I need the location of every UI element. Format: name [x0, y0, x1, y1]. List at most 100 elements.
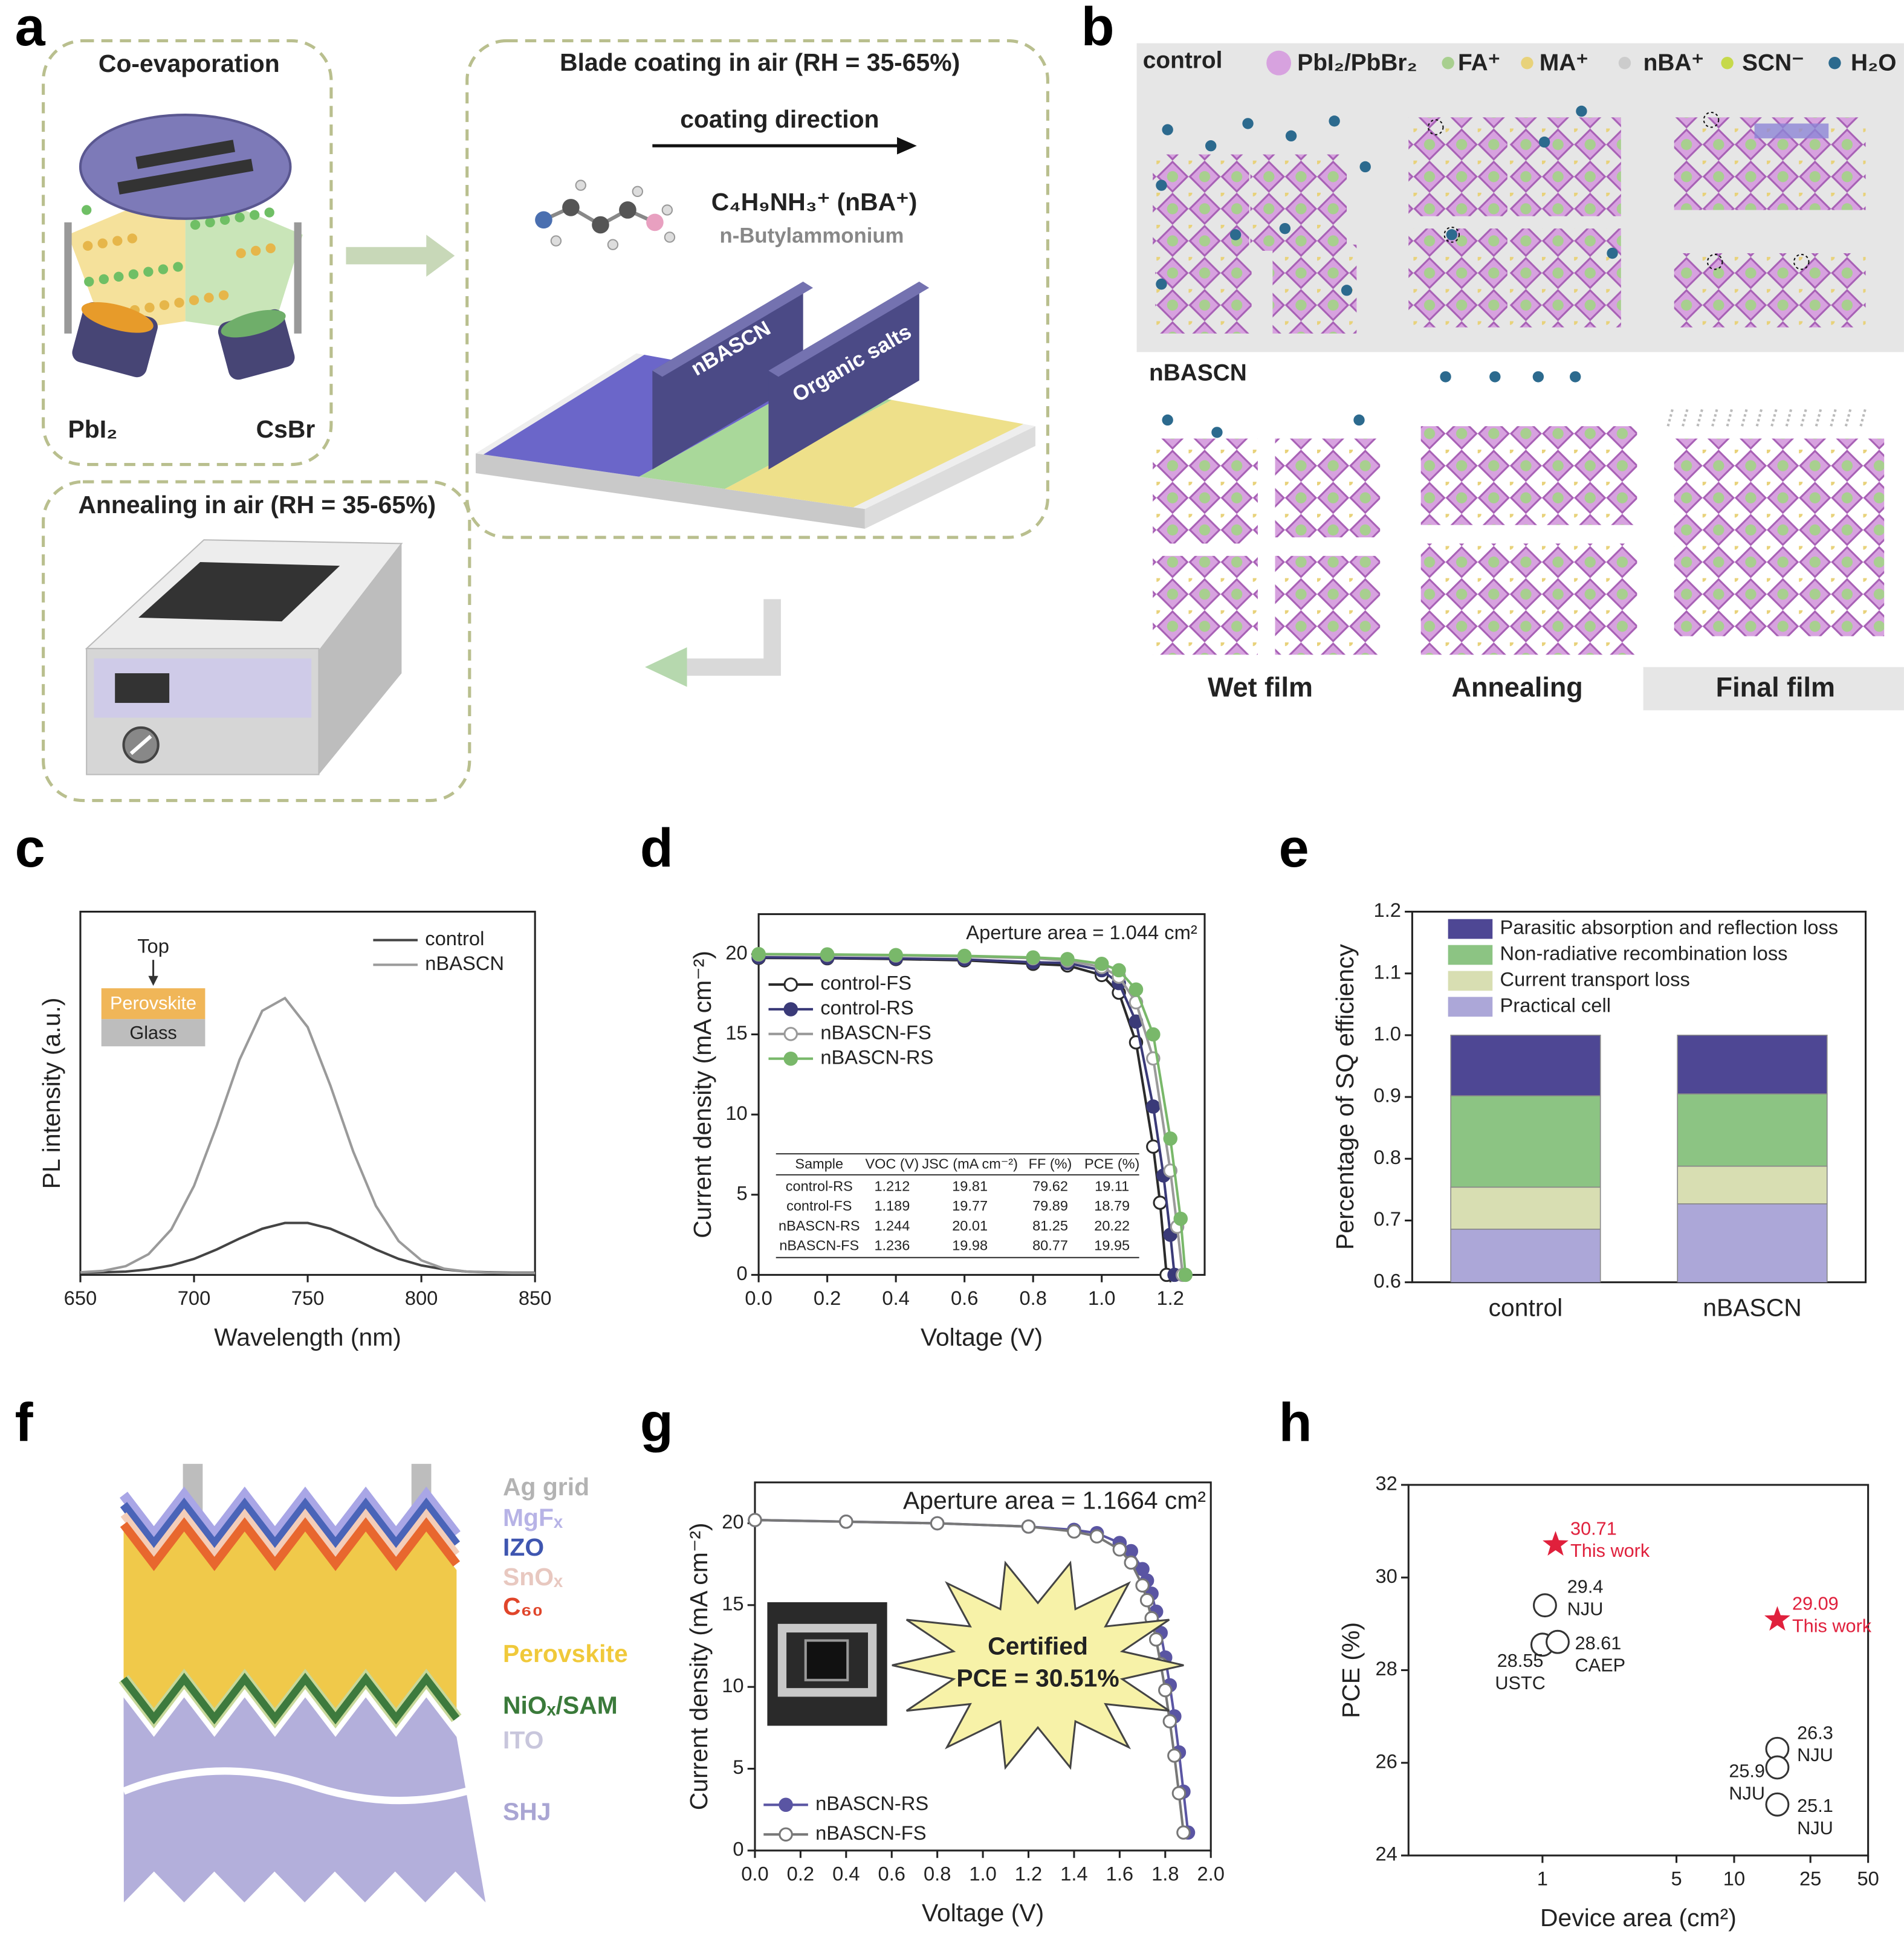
x-tick-label: 1.4 [1060, 1862, 1087, 1884]
legend-label: nBASCN-FS [820, 1021, 931, 1043]
table-cell: 19.77 [952, 1198, 988, 1214]
perovskite-grain [1408, 117, 1507, 216]
callout-text: PCE = 30.51% [956, 1664, 1119, 1692]
y-tick-label: 5 [737, 1182, 748, 1204]
holder [294, 222, 302, 334]
blade [652, 282, 803, 470]
annotation: Aperture area = 1.044 cm² [966, 921, 1197, 943]
y-tick-label: 1.1 [1374, 960, 1401, 983]
data-point [1112, 1542, 1127, 1557]
atom [664, 231, 676, 243]
legend-label: Current transport loss [1500, 968, 1690, 991]
nba-chain [1741, 407, 1749, 427]
data-label: 29.09 [1792, 1594, 1839, 1614]
water-molecule [1279, 222, 1291, 234]
x-tick-label: 800 [405, 1287, 438, 1309]
nba-chain [1800, 407, 1808, 427]
water-molecule [1162, 124, 1173, 135]
y-tick-label: 0 [733, 1838, 743, 1860]
x-tick-label: 0.8 [924, 1862, 951, 1884]
data-point [930, 1516, 945, 1531]
holder [64, 222, 72, 334]
legend-marker [783, 1027, 798, 1041]
perovskite-grain [1420, 543, 1637, 655]
inset-label: Top [137, 934, 169, 957]
nba-chain [1726, 407, 1734, 427]
substrate-side [864, 426, 1035, 529]
molecule-formula: C₄H₉NH₃⁺ (nBA⁺) [711, 188, 918, 216]
vapor-dot [235, 212, 245, 222]
water-molecule [1242, 118, 1254, 129]
data-point [1148, 1632, 1164, 1647]
data-point [1146, 1099, 1161, 1114]
vapor-dot [204, 293, 214, 303]
atom [646, 213, 664, 231]
vacancy [1427, 119, 1444, 135]
hotplate-side [319, 543, 402, 775]
annotation: Aperture area = 1.1664 cm² [903, 1486, 1206, 1514]
perovskite-grain [1275, 438, 1381, 538]
point-name: NJU [1567, 1599, 1604, 1619]
data-point [1162, 1714, 1177, 1728]
water-molecule [1532, 371, 1544, 383]
point-name: NJU [1797, 1745, 1833, 1765]
layer-label: Perovskite [503, 1640, 628, 1667]
legend-label: nBASCN-RS [815, 1792, 928, 1814]
surface-defect [1754, 123, 1829, 138]
table-cell: 1.189 [874, 1198, 910, 1214]
legend-marker [783, 977, 798, 992]
vapor-dot [144, 302, 155, 313]
vapor-dot [249, 210, 260, 220]
stage-label: Wet film [1208, 671, 1313, 702]
legend-swatch [1448, 919, 1493, 939]
data-point [1178, 1267, 1193, 1282]
x-axis-label: Voltage (V) [921, 1323, 1043, 1351]
panel-letter: f [15, 1393, 34, 1454]
water-molecule [1229, 229, 1242, 241]
panel-letter: e [1279, 818, 1309, 879]
data-point [889, 948, 903, 962]
data-point [1546, 1629, 1570, 1654]
legend-icon [1442, 57, 1454, 70]
crucible-top [221, 309, 286, 338]
data-point [1124, 1555, 1138, 1570]
y-tick-label: 26 [1376, 1750, 1397, 1772]
x-tick-label: 2.0 [1197, 1862, 1224, 1884]
data-label: 26.3 [1797, 1722, 1833, 1743]
legend-label: FA⁺ [1458, 50, 1500, 76]
point-name: NJU [1729, 1783, 1765, 1804]
y-tick-label: 10 [722, 1674, 743, 1696]
data-point [1173, 1211, 1188, 1226]
y-tick-label: 0 [737, 1262, 748, 1284]
bar-segment [1677, 1035, 1828, 1095]
blade [768, 282, 919, 470]
x-tick-label: 700 [178, 1287, 211, 1309]
data-point [1089, 1529, 1104, 1544]
table-header: PCE (%) [1084, 1156, 1139, 1172]
inset-layer [101, 988, 206, 1020]
heating-plate [138, 562, 340, 622]
vacancy [1793, 254, 1810, 270]
data-point [1139, 1593, 1154, 1608]
data-point [1124, 1544, 1138, 1559]
data-label: 28.61 [1575, 1633, 1622, 1654]
x-tick-label: 1.0 [1088, 1287, 1115, 1309]
perovskite-grain [1250, 154, 1347, 251]
water-molecule [1162, 414, 1173, 426]
section-title: Co-evaporation [99, 50, 280, 77]
layer-line [120, 1508, 460, 1560]
water-molecule [1446, 229, 1457, 241]
table-cell: 20.01 [952, 1218, 988, 1234]
legend-label: nBASCN [425, 952, 504, 974]
nba-chain [1815, 407, 1822, 427]
table-cell: control-RS [786, 1178, 853, 1194]
legend-icon [1266, 50, 1292, 76]
vapor-dot [219, 215, 230, 225]
water-molecule [1341, 285, 1353, 296]
table-header: Sample [795, 1156, 843, 1172]
layer-line [120, 1497, 461, 1551]
data-point [1112, 963, 1126, 978]
water-molecule [1359, 161, 1371, 173]
molecule-name: n-Butylammonium [720, 225, 904, 248]
